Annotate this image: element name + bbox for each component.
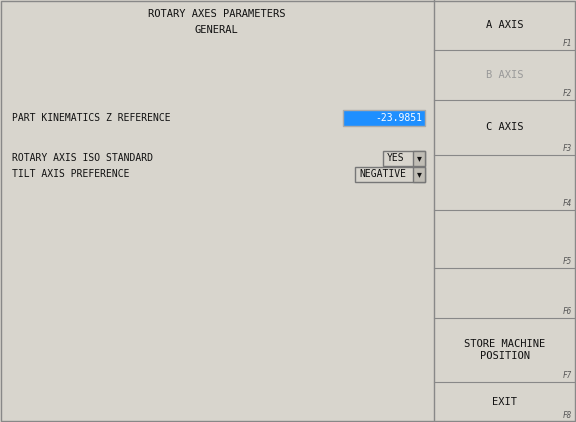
Text: C AXIS: C AXIS bbox=[486, 122, 524, 133]
Text: F8: F8 bbox=[563, 411, 572, 420]
Text: A AXIS: A AXIS bbox=[486, 20, 524, 30]
Text: F3: F3 bbox=[563, 144, 572, 153]
Text: ROTARY AXIS ISO STANDARD: ROTARY AXIS ISO STANDARD bbox=[12, 153, 153, 163]
Text: PART KINEMATICS Z REFERENCE: PART KINEMATICS Z REFERENCE bbox=[12, 113, 170, 123]
Text: F1: F1 bbox=[563, 39, 572, 48]
Text: NEGATIVE: NEGATIVE bbox=[359, 169, 406, 179]
Bar bbox=[383, 151, 425, 165]
Text: F2: F2 bbox=[563, 89, 572, 98]
Text: B AXIS: B AXIS bbox=[486, 70, 524, 80]
Text: EXIT: EXIT bbox=[492, 397, 517, 407]
Text: ▾: ▾ bbox=[416, 153, 422, 163]
Text: F7: F7 bbox=[563, 371, 572, 380]
Text: STORE MACHINE
POSITION: STORE MACHINE POSITION bbox=[464, 339, 545, 361]
Text: TILT AXIS PREFERENCE: TILT AXIS PREFERENCE bbox=[12, 169, 130, 179]
Text: F5: F5 bbox=[563, 257, 572, 266]
Bar bbox=[355, 167, 425, 181]
Text: YES: YES bbox=[387, 153, 404, 163]
Bar bbox=[413, 151, 425, 165]
Bar bbox=[343, 110, 425, 126]
Text: F6: F6 bbox=[563, 307, 572, 316]
Text: ROTARY AXES PARAMETERS: ROTARY AXES PARAMETERS bbox=[148, 9, 286, 19]
Text: GENERAL: GENERAL bbox=[195, 25, 238, 35]
Text: -23.9851: -23.9851 bbox=[375, 113, 422, 123]
Text: F4: F4 bbox=[563, 199, 572, 208]
Text: ▾: ▾ bbox=[416, 169, 422, 179]
Bar bbox=[413, 167, 425, 181]
